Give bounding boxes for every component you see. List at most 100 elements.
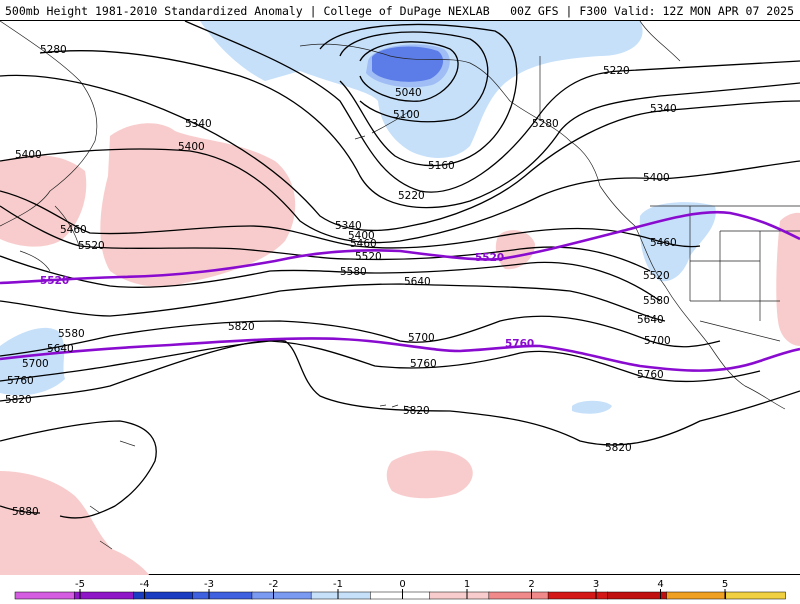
- colorbar-tick-label: -2: [269, 579, 279, 590]
- model-valid-time: 00Z GFS | F300 Valid: 12Z MON APR 07 202…: [510, 4, 794, 18]
- contour-labels: 5280540053405400546055205040510051605220…: [5, 44, 677, 518]
- contour-5340: [0, 74, 800, 232]
- colorbar-tick-label: -4: [140, 579, 150, 590]
- negative-anomaly-gulf-of-alaska: [200, 21, 643, 158]
- thick-contour-label-5520: 5520: [40, 275, 69, 287]
- contour-5040: [359, 41, 459, 102]
- contour-label-5160: 5160: [428, 160, 455, 172]
- contour-5820-south: [0, 420, 157, 519]
- contour-label-5880: 5880: [12, 506, 39, 518]
- contour-label-5100: 5100: [393, 109, 420, 121]
- reference-contours: [0, 210, 800, 372]
- positive-anomaly-japan: [0, 155, 87, 247]
- colorbar-tick-label: -1: [333, 579, 343, 590]
- positive-anomaly-east-us: [776, 212, 800, 346]
- height-contours: [0, 20, 800, 519]
- contour-5220: [184, 20, 800, 193]
- contour-5100: [339, 31, 489, 123]
- contour-label-5340: 5340: [650, 103, 677, 115]
- contour-label-5340: 5340: [335, 220, 362, 232]
- colorbar-swatch: [370, 591, 431, 600]
- anomaly-shading: [0, 21, 800, 576]
- colorbar-swatch: [607, 591, 668, 600]
- colorbar-swatch: [192, 591, 253, 600]
- contour-label-5700: 5700: [644, 335, 671, 347]
- colorbar-swatch: [547, 591, 609, 600]
- map-title: 500mb Height 1981-2010 Standardized Anom…: [5, 4, 490, 18]
- negative-anomaly-east-pacific: [572, 400, 612, 414]
- colorbar-tick-label: 1: [464, 579, 470, 590]
- contour-label-5220: 5220: [603, 65, 630, 77]
- hawaii: [379, 404, 413, 409]
- contour-label-5520: 5520: [643, 270, 670, 282]
- contour-label-5580: 5580: [643, 295, 670, 307]
- contour-label-5460: 5460: [650, 237, 677, 249]
- colorbar-tick-label: -3: [204, 579, 214, 590]
- colorbar-tick-label: 0: [399, 579, 405, 590]
- colorbar-swatch: [73, 591, 135, 600]
- contour-5160: [319, 23, 518, 167]
- colorbar-canvas: -5 -4 -3 -2 -1 0 1 2 3 4 5: [14, 579, 786, 600]
- southwest-pacific-islands: [89, 440, 136, 550]
- contour-5580: [0, 255, 661, 302]
- thick-contour-label-5520: 5520: [475, 252, 504, 264]
- colorbar-swatch: [133, 591, 194, 600]
- contour-label-5220: 5220: [398, 190, 425, 202]
- contour-label-5280: 5280: [40, 44, 67, 56]
- colorbar-tick-label: 5: [722, 579, 728, 590]
- contour-label-5280: 5280: [532, 118, 559, 130]
- contour-label-5700: 5700: [408, 332, 435, 344]
- colorbar-tick-label: 2: [528, 579, 534, 590]
- map-canvas: 5280540053405400546055205040510051605220…: [0, 20, 800, 576]
- thick-contour-labels: 5520 5520 5760: [40, 252, 534, 350]
- contour-label-5820: 5820: [605, 442, 632, 454]
- contour-5880: [0, 505, 41, 514]
- colorbar-swatch: [14, 591, 75, 600]
- positive-anomaly-south-pacific: [386, 450, 473, 499]
- weather-map: 5280 5400 5340 5400 5460 5520 5040 5100 5160 5220…: [0, 20, 800, 576]
- contour-label-5400: 5400: [15, 149, 42, 161]
- contour-label-5400: 5400: [178, 141, 205, 153]
- contour-label-5520: 5520: [355, 251, 382, 263]
- colorbar-swatch: [488, 591, 549, 600]
- colorbar-tick-label: 4: [657, 579, 663, 590]
- colorbar-tick-label: 3: [593, 579, 599, 590]
- contour-5760: [0, 340, 761, 383]
- contour-label-5820: 5820: [403, 405, 430, 417]
- positive-anomaly-north-pacific: [100, 123, 296, 287]
- us-state-lines: [650, 205, 800, 321]
- thick-contour-5760: [0, 337, 800, 372]
- contour-label-5400: 5400: [348, 230, 375, 242]
- colorbar-swatch: [251, 591, 312, 600]
- positive-anomaly-southwest: [0, 471, 150, 576]
- colorbar-swatch: [666, 591, 727, 600]
- contour-label-5820: 5820: [5, 394, 32, 406]
- contour-label-5460: 5460: [350, 238, 377, 250]
- contour-label-5460: 5460: [60, 224, 87, 236]
- colorbar-swatch: [429, 591, 490, 600]
- thick-contour-5520: [0, 210, 800, 285]
- contour-5700: [0, 315, 721, 357]
- north-america-west-coast: [599, 20, 786, 410]
- contour-label-5760: 5760: [410, 358, 437, 370]
- contour-label-5640: 5640: [47, 343, 74, 355]
- contour-5640: [0, 283, 666, 322]
- thick-contour-label-5760: 5760: [505, 338, 534, 350]
- contour-5280: [39, 50, 800, 209]
- mexico-border: [699, 320, 781, 342]
- contour-label-5760: 5760: [7, 375, 34, 387]
- colorbar-swatch: [725, 591, 786, 600]
- coastlines: [0, 20, 800, 550]
- contour-label-5400: 5400: [643, 172, 670, 184]
- contour-label-5640: 5640: [637, 314, 664, 326]
- contour-label-5760: 5760: [637, 369, 664, 381]
- contour-label-5580: 5580: [58, 328, 85, 340]
- contour-label-5700: 5700: [22, 358, 49, 370]
- alaska-coast: [299, 43, 601, 187]
- contour-5820: [0, 339, 800, 446]
- map-header: 500mb Height 1981-2010 Standardized Anom…: [0, 0, 800, 20]
- contour-label-5340: 5340: [185, 118, 212, 130]
- contour-label-5820: 5820: [228, 321, 255, 333]
- contour-5400: [0, 148, 800, 244]
- asia-coast: [0, 20, 98, 227]
